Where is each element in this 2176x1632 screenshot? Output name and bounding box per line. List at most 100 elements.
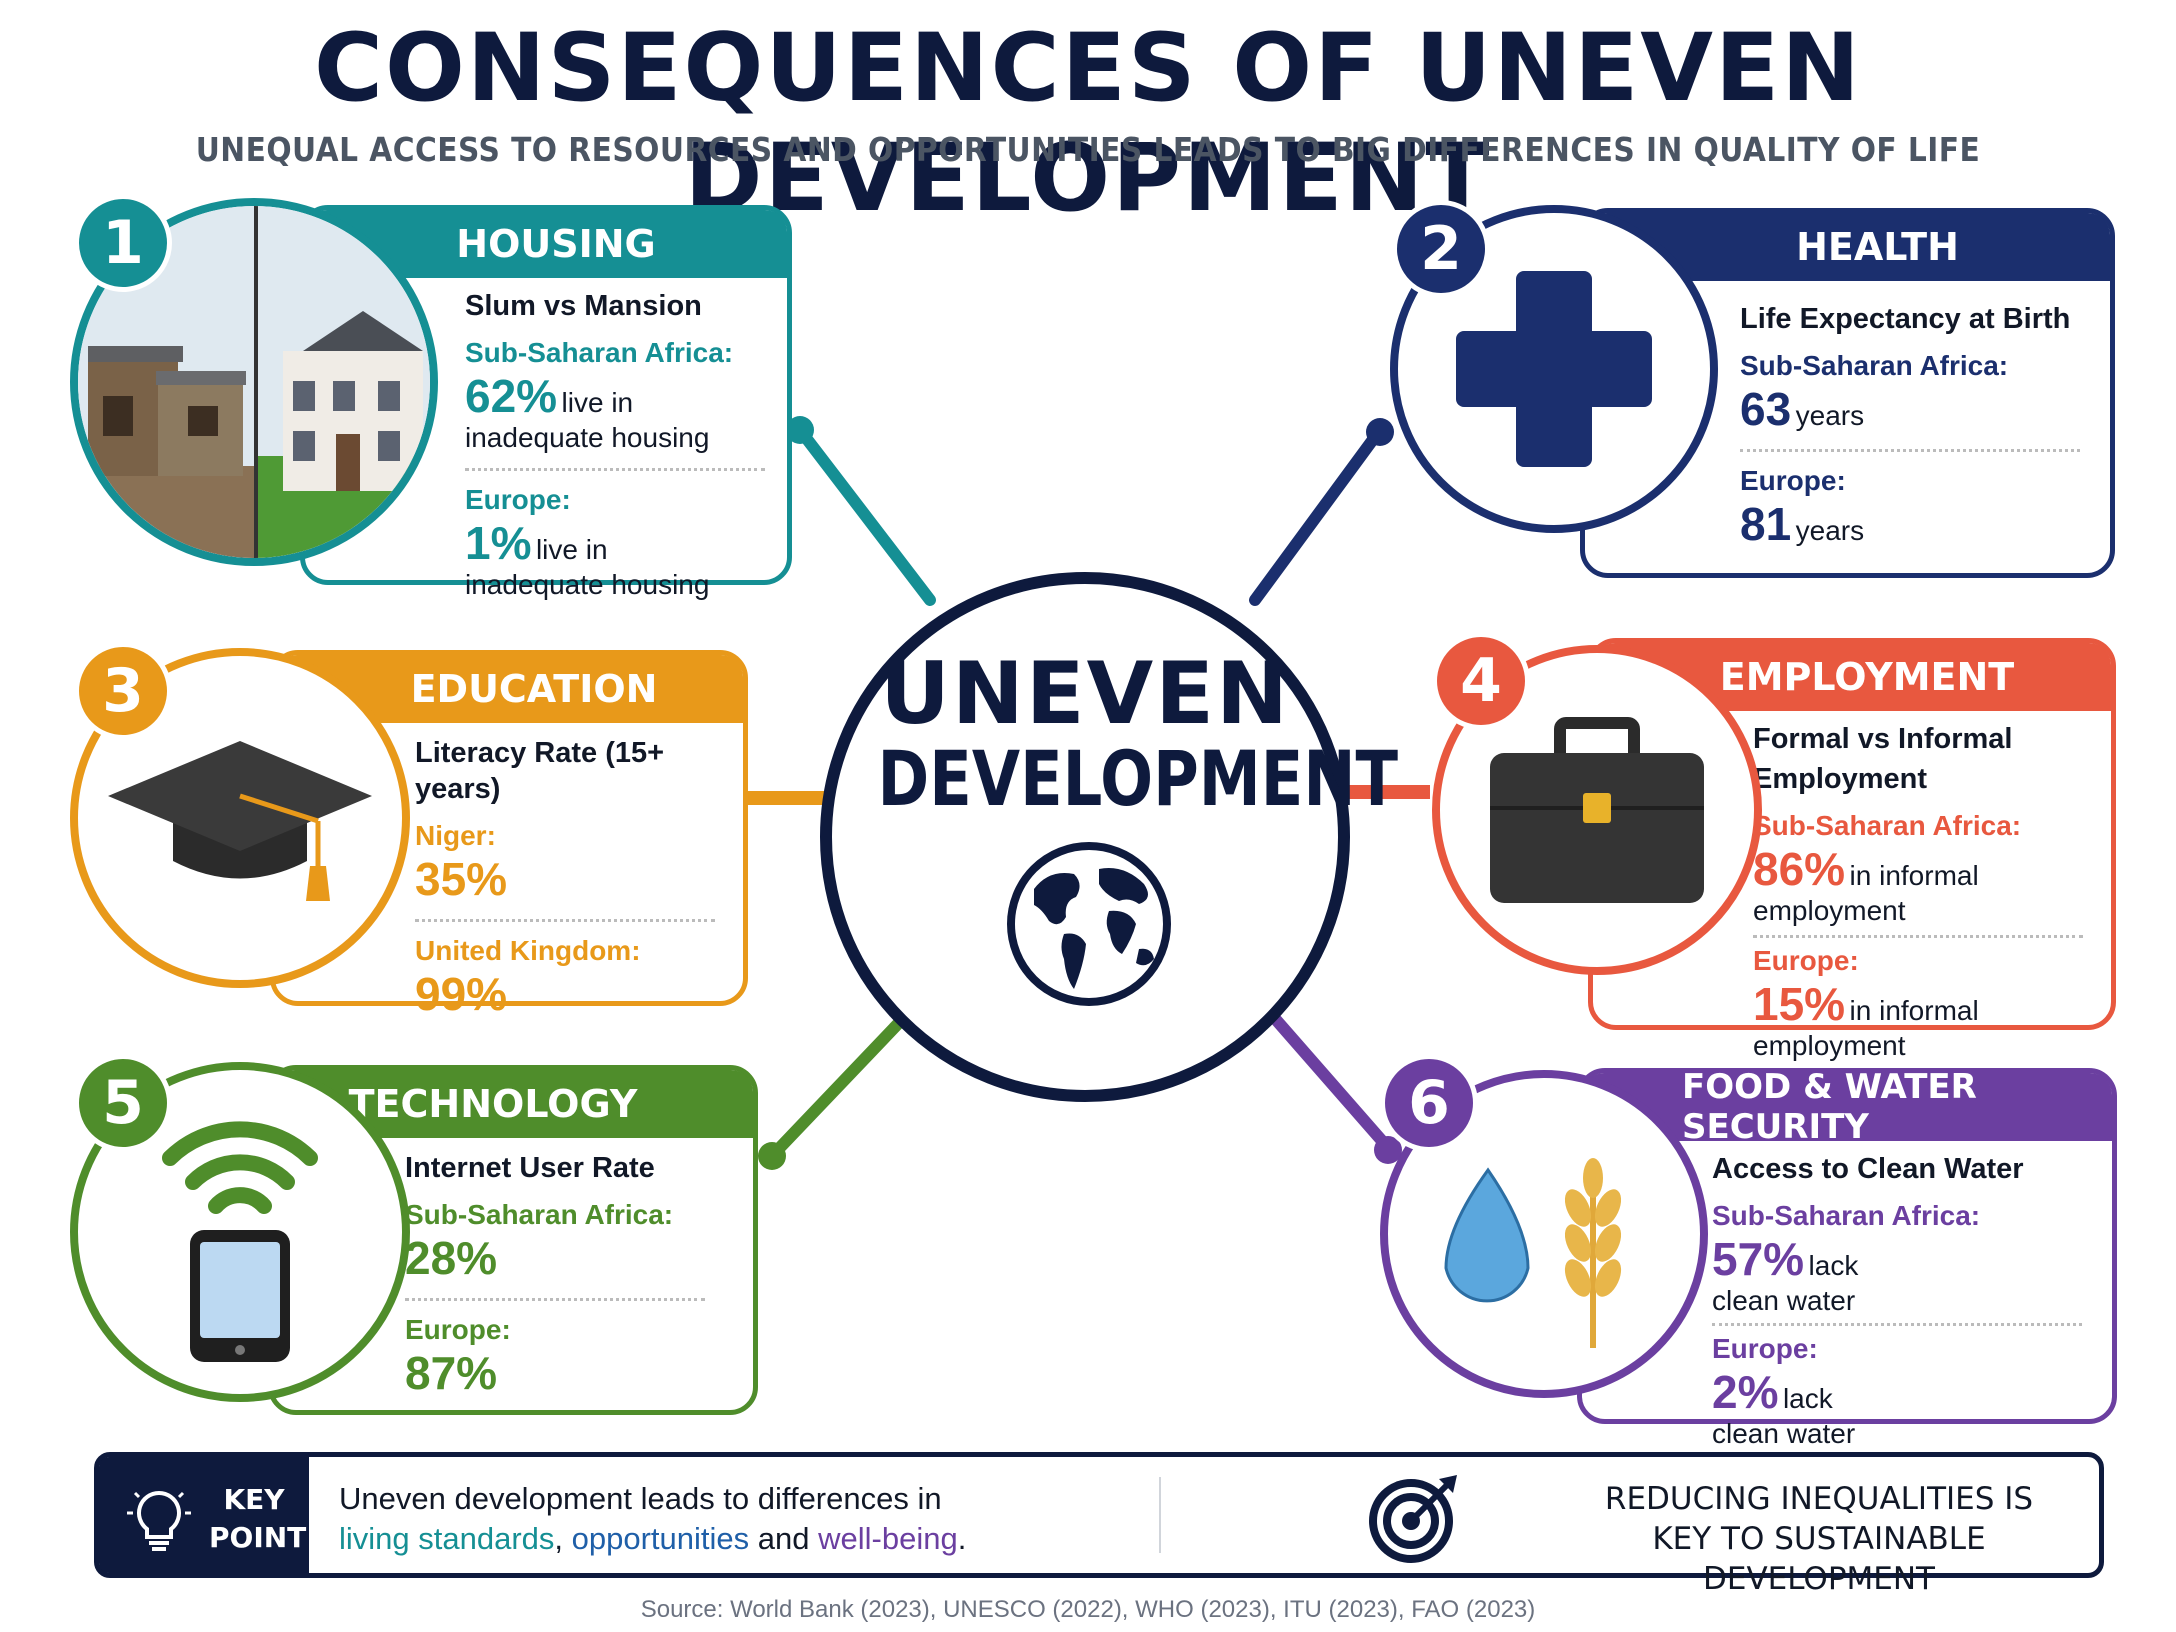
card-housing-body: Slum vs Mansion Sub-Saharan Africa: 62% … xyxy=(465,278,787,600)
page-subtitle: UNEQUAL ACCESS TO RESOURCES AND OPPORTUN… xyxy=(195,130,1981,169)
employment-value-2: 15% xyxy=(1753,978,1846,1030)
key-point-bar: KEY POINT Uneven development leads to di… xyxy=(94,1452,2104,1597)
health-icon-circle xyxy=(1390,205,1718,533)
connector-health xyxy=(1249,424,1386,606)
card-food-body: Access to Clean Water Sub-Saharan Africa… xyxy=(1712,1141,2112,1449)
smartphone-wifi-icon xyxy=(162,1121,318,1362)
card-health-body: Life Expectancy at Birth Sub-Saharan Afr… xyxy=(1740,281,2110,573)
water-drop-wheat-icon xyxy=(1444,1158,1622,1348)
education-value-1: 35% xyxy=(415,853,508,905)
badge-4: 4 xyxy=(1432,632,1530,730)
technology-region-2: Europe: xyxy=(405,1314,511,1345)
housing-note-1: inadequate housing xyxy=(465,422,710,453)
center-hub: UNEVEN DEVELOPMENT xyxy=(820,572,1399,1102)
health-region-2: Europe: xyxy=(1740,465,1846,496)
connector-dot-housing xyxy=(786,416,814,444)
technology-icon-circle xyxy=(70,1062,410,1402)
food-divider xyxy=(1712,1323,2082,1326)
badge-3: 3 xyxy=(74,642,172,740)
housing-value-1: 62% xyxy=(465,370,558,422)
card-technology-header: TECHNOLOGY xyxy=(273,1070,753,1138)
card-food-title: FOOD & WATER SECURITY xyxy=(1682,1067,1977,1147)
globe-icon xyxy=(1007,842,1171,1006)
key-point-label: KEY POINT xyxy=(209,1481,307,1557)
badge-6: 6 xyxy=(1380,1054,1478,1152)
health-unit-1: years xyxy=(1795,400,1865,431)
key-point-right-line1: REDUCING INEQUALITIES IS xyxy=(1604,1481,2034,1517)
connector-dot-food xyxy=(1374,1136,1402,1164)
graduation-cap-icon xyxy=(108,741,372,901)
key-point-sep2: and xyxy=(749,1521,819,1556)
card-housing-title: HOUSING xyxy=(456,222,656,266)
page-title: CONSEQUENCES OF UNEVEN DEVELOPMENT xyxy=(314,14,1862,233)
health-region-1: Sub-Saharan Africa: xyxy=(1740,350,2009,381)
housing-region-2: Europe: xyxy=(465,484,571,515)
education-icon-circle xyxy=(70,648,410,988)
technology-value-1: 28% xyxy=(405,1232,498,1284)
lightbulb-icon xyxy=(127,1490,191,1551)
source-citation: Source: World Bank (2023), UNESCO (2022)… xyxy=(640,1596,1536,1623)
key-point-text: Uneven development leads to differences … xyxy=(339,1479,966,1559)
employment-region-2: Europe: xyxy=(1753,945,1859,976)
connector-dot-health xyxy=(1366,418,1394,446)
employment-value-1: 86% xyxy=(1753,843,1846,895)
card-education-title: EDUCATION xyxy=(410,667,658,711)
key-point-end: . xyxy=(957,1521,967,1556)
housing-unit-2: live in xyxy=(535,534,608,565)
health-unit-2: years xyxy=(1795,515,1865,546)
technology-region-1: Sub-Saharan Africa: xyxy=(405,1199,674,1230)
badge-5: 5 xyxy=(74,1054,172,1152)
employment-unit-2: in informal xyxy=(1849,995,1979,1026)
badge-1: 1 xyxy=(74,194,172,292)
food-region-1: Sub-Saharan Africa: xyxy=(1712,1200,1981,1231)
food-note-1: clean water xyxy=(1712,1285,1856,1316)
food-value-1: 57% xyxy=(1712,1233,1805,1285)
employment-note-1: employment xyxy=(1753,895,1906,926)
housing-divider xyxy=(465,468,765,471)
key-point-label-box: KEY POINT xyxy=(99,1457,309,1573)
employment-region-1: Sub-Saharan Africa: xyxy=(1753,810,2022,841)
highlight-opportunities: opportunities xyxy=(571,1521,750,1556)
employment-metric-line2: Employment xyxy=(1753,763,1928,795)
highlight-well-being: well-being xyxy=(818,1521,958,1556)
card-technology-title: TECHNOLOGY xyxy=(348,1082,638,1126)
education-value-2: 99% xyxy=(415,968,508,1020)
health-value-2: 81 xyxy=(1740,498,1792,550)
housing-metric: Slum vs Mansion xyxy=(465,290,702,322)
connector-housing xyxy=(794,424,936,606)
food-unit-1: lack xyxy=(1808,1250,1859,1281)
technology-metric: Internet User Rate xyxy=(405,1152,655,1184)
key-point-label-line1: KEY xyxy=(223,1483,285,1516)
connector-dot-technology xyxy=(758,1142,786,1170)
medical-cross-icon xyxy=(1456,271,1652,467)
key-point-right-line2: KEY TO SUSTAINABLE DEVELOPMENT xyxy=(1652,1521,1986,1597)
employment-note-2: employment xyxy=(1753,1030,1906,1061)
target-icon xyxy=(1369,1475,1457,1563)
food-unit-2: lack xyxy=(1782,1383,1833,1414)
briefcase-icon xyxy=(1490,717,1704,903)
center-title-line1: UNEVEN xyxy=(880,644,1290,744)
card-health-title: HEALTH xyxy=(1796,225,1959,269)
center-title-line2: DEVELOPMENT xyxy=(877,734,1399,823)
employment-divider xyxy=(1753,935,2083,938)
key-point-right-text: REDUCING INEQUALITIES IS KEY TO SUSTAINA… xyxy=(1539,1479,2099,1599)
education-metric: Literacy Rate (15+ years) xyxy=(415,737,665,805)
key-point-text-line2: living standards, opportunities and well… xyxy=(339,1519,966,1559)
education-region-1: Niger: xyxy=(415,820,496,851)
health-divider xyxy=(1740,449,2080,452)
housing-value-2: 1% xyxy=(465,517,532,569)
key-point-sep1: , xyxy=(554,1521,572,1556)
badge-2: 2 xyxy=(1392,200,1490,298)
housing-region-1: Sub-Saharan Africa: xyxy=(465,337,734,368)
health-metric: Life Expectancy at Birth xyxy=(1740,303,2071,335)
technology-divider xyxy=(405,1298,705,1301)
key-point-divider xyxy=(1159,1477,1161,1553)
employment-unit-1: in informal xyxy=(1849,860,1979,891)
food-note-2: clean water xyxy=(1712,1418,1856,1449)
highlight-living-standards: living standards xyxy=(339,1521,555,1556)
card-technology-body: Internet User Rate Sub-Saharan Africa: 2… xyxy=(405,1138,753,1410)
food-value-2: 2% xyxy=(1712,1366,1779,1418)
key-point-label-line2: POINT xyxy=(209,1521,307,1554)
housing-note-2: inadequate housing xyxy=(465,569,710,600)
